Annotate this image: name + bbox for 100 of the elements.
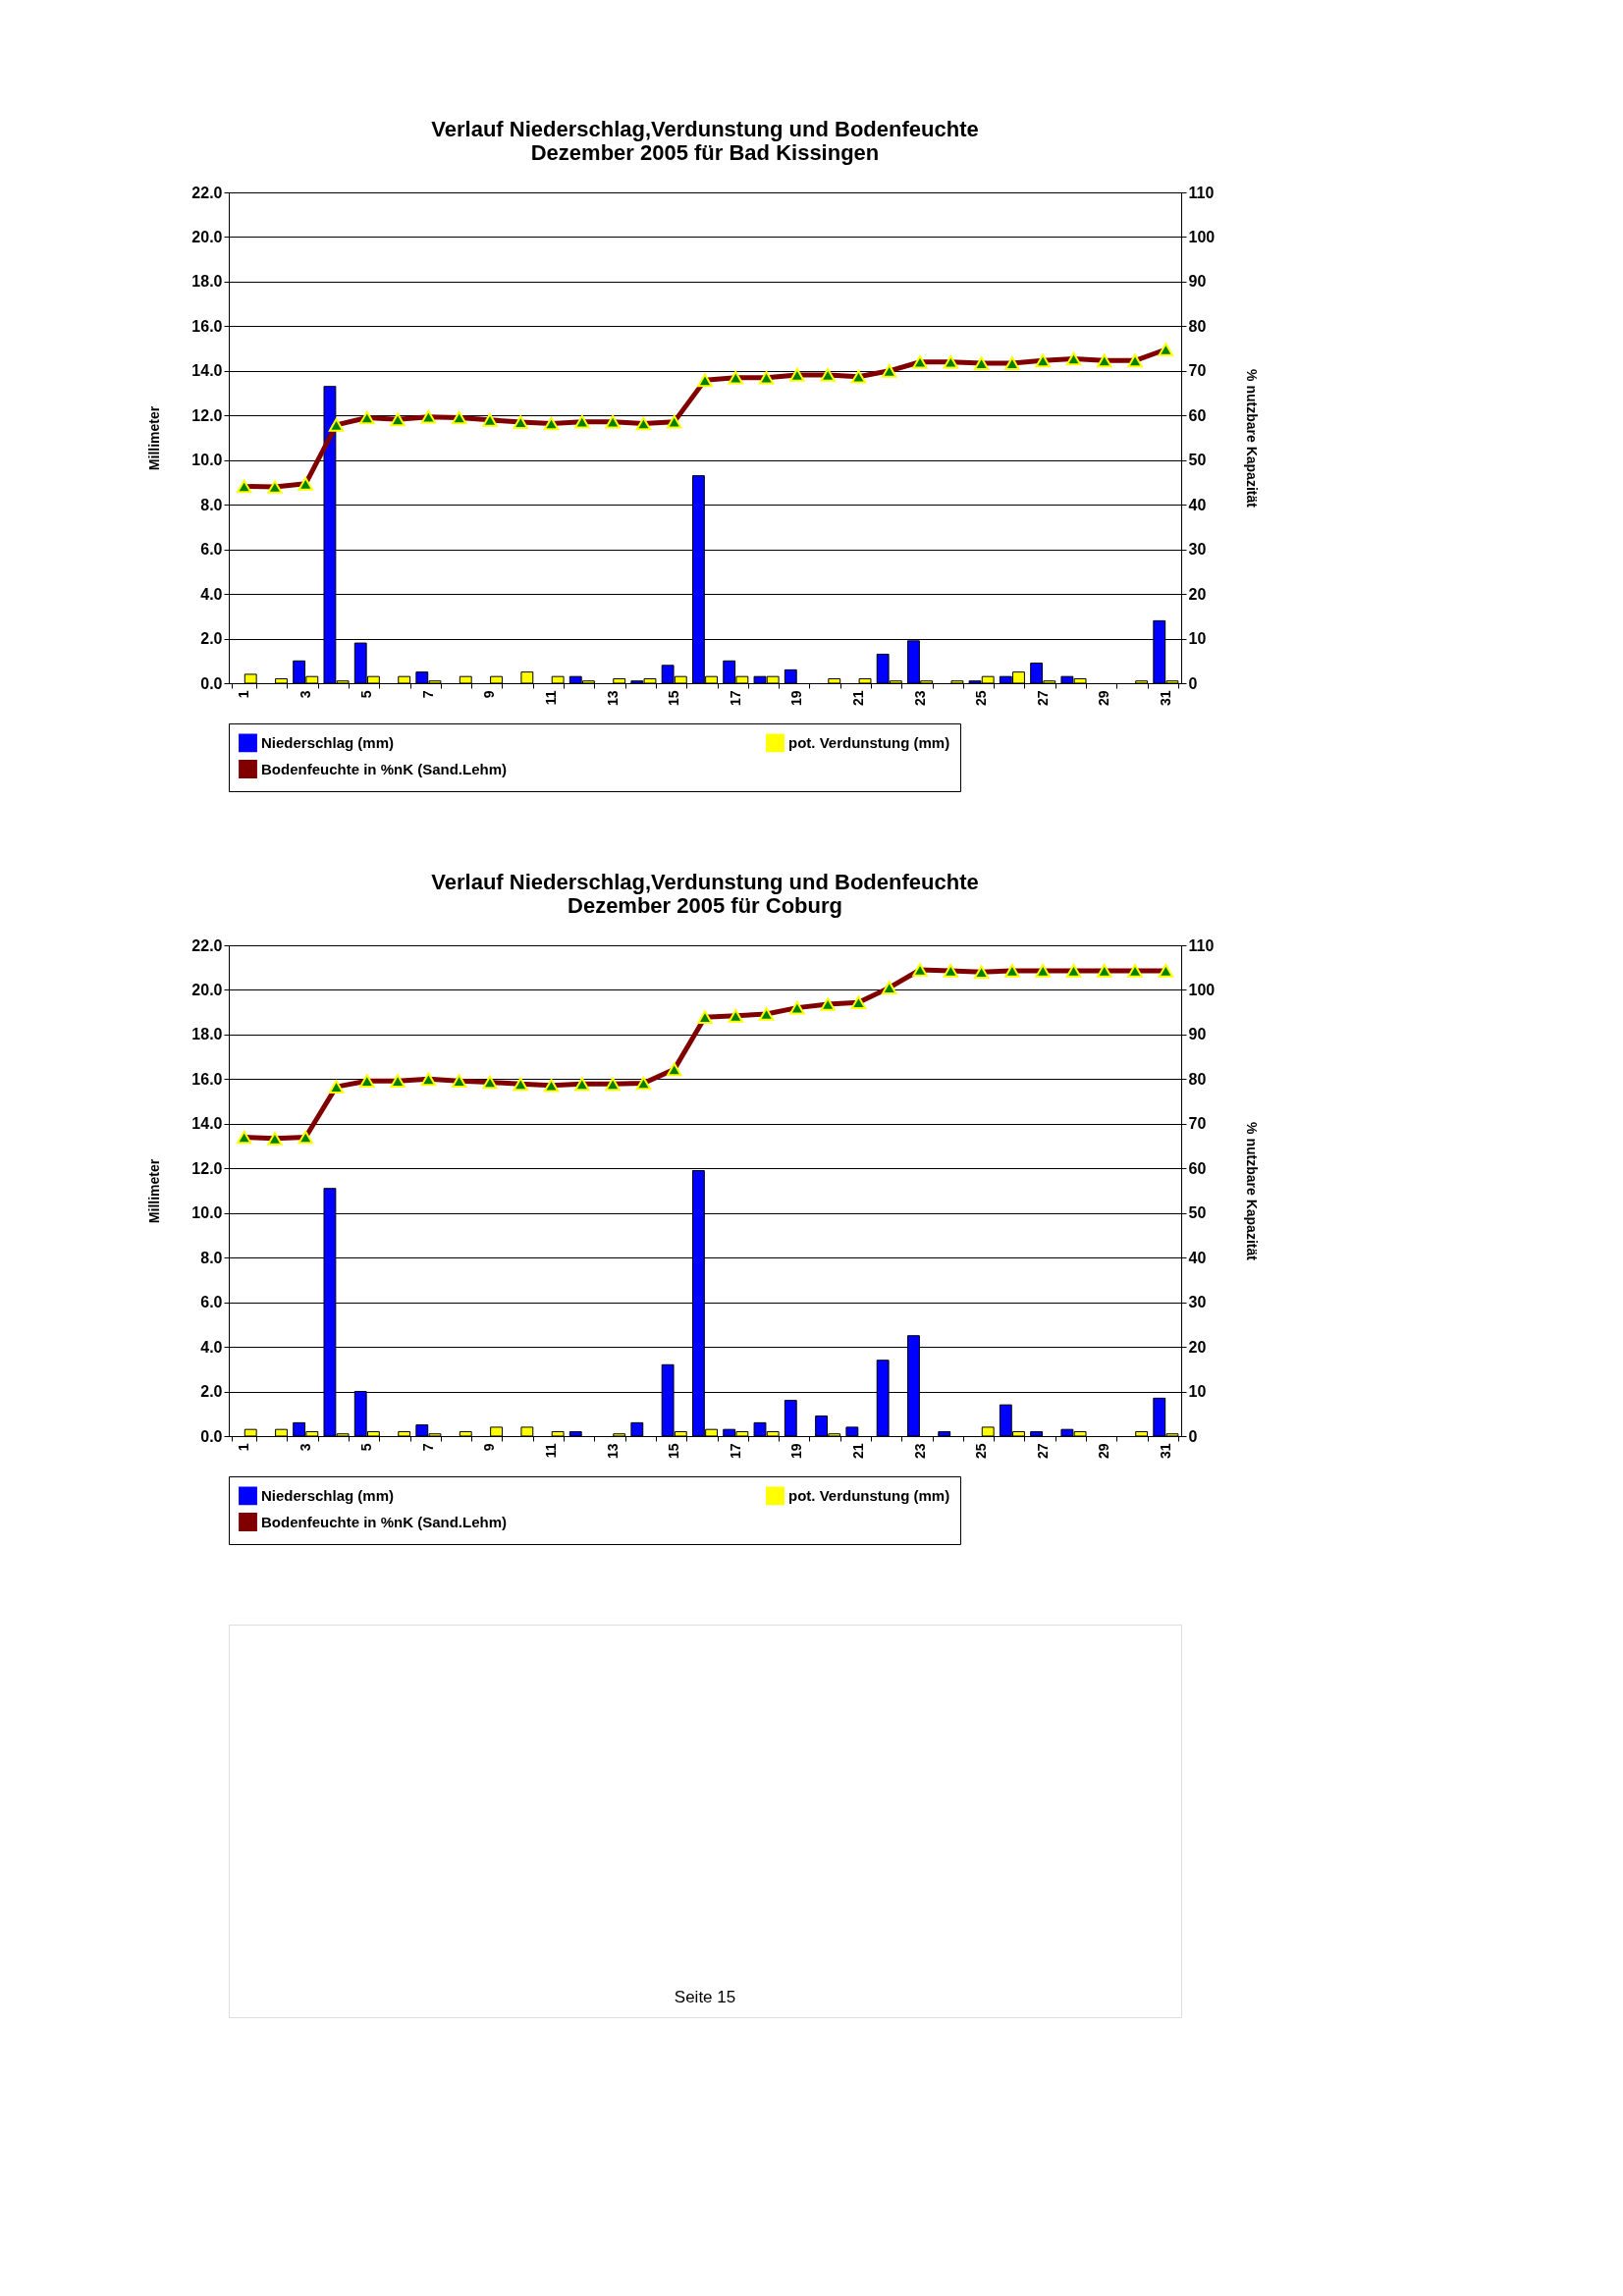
x-tick-label: 9 (481, 690, 498, 699)
y2-axis-title: % nutzbare Kapazität (1244, 369, 1261, 508)
bar (613, 1433, 626, 1437)
y2-tick-label: 50 (1188, 452, 1207, 469)
bar (398, 675, 411, 684)
y-tick-label: 16.0 (191, 1070, 223, 1088)
y2-tick-label: 40 (1188, 496, 1207, 513)
y2-tick-label: 40 (1188, 1249, 1207, 1266)
chart-title: Verlauf Niederschlag,Verdunstung und Bodenfeuchte Dezember 2005 für Bad Kissingen (431, 117, 979, 165)
y-tick-label: 10.0 (191, 1204, 223, 1222)
y2-tick-label: 30 (1188, 1294, 1207, 1311)
x-tick-label: 25 (973, 1443, 990, 1460)
bar (1135, 1430, 1149, 1437)
y-tick-label: 10.0 (191, 452, 223, 469)
y-tick-label: 18.0 (191, 1026, 223, 1043)
x-tick-label: 23 (911, 690, 928, 707)
x-tick-label: 3 (297, 690, 313, 699)
y-tick-label: 0.0 (200, 1427, 223, 1445)
y2-tick-label: 110 (1188, 184, 1215, 201)
bar (938, 1430, 951, 1437)
x-tick-label: 15 (666, 690, 682, 707)
x-tick-label: 31 (1157, 690, 1173, 707)
bar (630, 1421, 644, 1437)
bar (568, 1430, 582, 1437)
y-tick-label: 0.0 (200, 674, 223, 692)
y-tick-label: 22.0 (191, 184, 223, 201)
text: Seite 15 (674, 1988, 736, 2006)
y-axis-title: Millimeter (146, 1158, 163, 1224)
y-tick-label: 14.0 (191, 1115, 223, 1133)
y-tick-label: 20.0 (191, 228, 223, 245)
x-tick-label: 13 (604, 1443, 621, 1460)
x-tick-label: 25 (973, 690, 990, 707)
y-tick-label: 12.0 (191, 406, 223, 424)
y2-tick-label: 90 (1188, 1026, 1207, 1043)
y2-tick-label: 10 (1188, 630, 1207, 648)
x-tick-label: 9 (481, 1443, 498, 1452)
y-tick-label: 14.0 (191, 362, 223, 380)
x-tick-label: 21 (849, 1443, 866, 1460)
x-tick-label: 5 (358, 690, 375, 699)
bar (520, 1426, 534, 1437)
y2-tick-label: 100 (1188, 981, 1216, 998)
y-tick-label: 2.0 (200, 630, 223, 648)
bar (398, 1430, 411, 1437)
x-tick-label: 17 (727, 1443, 743, 1460)
y-tick-label: 8.0 (200, 1249, 223, 1266)
x-tick-label: 7 (419, 1443, 436, 1452)
x-tick-label: 1 (236, 1443, 252, 1452)
chart-title: Verlauf Niederschlag,Verdunstung und Bodenfeuchte Dezember 2005 für Coburg (431, 870, 979, 918)
bar (784, 1400, 797, 1437)
bar (1135, 680, 1149, 684)
y-tick-label: 8.0 (200, 496, 223, 513)
x-tick-label: 15 (666, 1443, 682, 1460)
x-tick-label: 29 (1096, 1443, 1112, 1460)
y-tick-label: 22.0 (191, 936, 223, 954)
legend-label: Bodenfeuchte in %nK (Sand.Lehm) (261, 1513, 508, 1530)
y2-tick-label: 50 (1188, 1204, 1207, 1222)
x-tick-label: 27 (1034, 1443, 1051, 1460)
y2-tick-label: 110 (1188, 936, 1215, 954)
x-tick-label: 17 (727, 690, 743, 707)
y-tick-label: 20.0 (191, 981, 223, 998)
y2-tick-label: 20 (1188, 1338, 1207, 1356)
x-tick-label: 29 (1096, 690, 1112, 707)
x-tick-label: 3 (297, 1443, 313, 1452)
y2-tick-label: 80 (1188, 1070, 1207, 1088)
y2-tick-label: 80 (1188, 317, 1207, 335)
y-tick-label: 4.0 (200, 1338, 223, 1356)
bar (828, 677, 841, 684)
y2-tick-label: 10 (1188, 1383, 1207, 1401)
x-tick-label: 5 (358, 1443, 375, 1452)
y2-tick-label: 90 (1188, 273, 1207, 291)
y2-tick-label: 60 (1188, 406, 1207, 424)
bar (520, 671, 534, 684)
legend-label: pot. Verdunstung (mm) (788, 1486, 950, 1504)
x-tick-label: 1 (236, 690, 252, 699)
y2-tick-label: 0 (1188, 674, 1198, 692)
x-tick-label: 7 (419, 690, 436, 699)
x-tick-label: 31 (1157, 1443, 1173, 1460)
y-tick-label: 16.0 (191, 317, 223, 335)
legend-label: Niederschlag (mm) (261, 1486, 395, 1504)
bar (613, 677, 626, 684)
y2-tick-label: 70 (1188, 362, 1207, 380)
y2-tick-label: 0 (1188, 1427, 1198, 1445)
y2-tick-label: 30 (1188, 541, 1207, 559)
y-tick-label: 4.0 (200, 585, 223, 603)
x-tick-label: 11 (543, 1443, 560, 1459)
x-tick-label: 11 (543, 690, 560, 706)
y-tick-label: 2.0 (200, 1383, 223, 1401)
y2-tick-label: 100 (1188, 228, 1216, 245)
y2-tick-label: 70 (1188, 1115, 1207, 1133)
y2-tick-label: 60 (1188, 1159, 1207, 1177)
y-tick-label: 6.0 (200, 1294, 223, 1311)
x-tick-label: 19 (788, 1443, 805, 1460)
y-tick-label: 18.0 (191, 273, 223, 291)
legend-label: Bodenfeuchte in %nK (Sand.Lehm) (261, 760, 508, 777)
y2-tick-label: 20 (1188, 585, 1207, 603)
x-tick-label: 19 (788, 690, 805, 707)
bar (845, 1426, 859, 1437)
y-tick-label: 6.0 (200, 541, 223, 559)
bar (950, 680, 964, 684)
bar (784, 668, 797, 684)
